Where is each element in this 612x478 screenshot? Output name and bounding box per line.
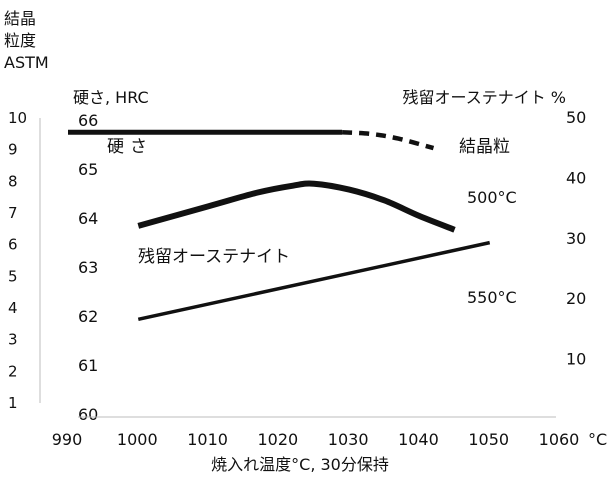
hardness-tick-label: 65 [78, 160, 98, 179]
x-tick-label: 1040 [398, 430, 439, 449]
hardness-axis: 60 61 62 63 64 65 66 [78, 111, 98, 424]
grain-tick-label: 1 [8, 394, 18, 412]
grain-tick-label: 7 [8, 204, 18, 222]
retained-austenite-tick-label: 50 [566, 108, 586, 127]
hardness-tick-label: 60 [78, 405, 98, 424]
grain-tick-label: 10 [8, 109, 27, 127]
hardness-tick-label: 66 [78, 111, 98, 130]
grain-tick-label: 4 [8, 299, 18, 317]
retained-austenite-axis-title: 残留オーステナイト % [403, 88, 567, 107]
hardness-axis-title: 硬さ, HRC [73, 88, 149, 107]
series-line-hardness [137, 180, 456, 233]
grain-tick-label: 3 [8, 331, 18, 349]
grain-tick-label: 6 [8, 236, 18, 254]
hardness-tick-label: 63 [78, 258, 98, 277]
x-tick-label: 990 [52, 430, 83, 449]
hardness-tick-label: 61 [78, 356, 98, 375]
hardness-tick-label: 62 [78, 307, 98, 326]
retained-austenite-tick-label: 10 [566, 350, 586, 369]
retained-austenite-tick-label: 20 [566, 289, 586, 308]
grain-tick-label: 2 [8, 362, 18, 380]
grain-tick-label: 9 [8, 141, 18, 159]
series-label-retained-austenite: 残留オーステナイト [138, 247, 290, 267]
series-line-retained-austenite [137, 240, 491, 322]
x-tick-label: 1060 [539, 430, 580, 449]
retained-austenite-tick-label: 40 [566, 168, 586, 187]
grain-axis-title-line-1: 結晶 [4, 9, 36, 28]
series-label-hardness: 硬さ [107, 137, 153, 157]
grain-axis: 1 2 3 4 5 6 7 8 9 10 [8, 109, 41, 412]
retained-austenite-axis: 10 20 30 40 50 [566, 108, 586, 369]
retained-austenite-tick-label: 30 [566, 229, 586, 248]
plot-area [68, 129, 491, 322]
x-tick-label: 1030 [328, 430, 369, 449]
x-axis: 990 1000 1010 1020 1030 1040 1050 1060 °C [52, 416, 607, 449]
x-tick-label: 1010 [187, 430, 228, 449]
series-line-grain-extrapolated [341, 130, 435, 151]
annotation-500c: 500°C [467, 188, 517, 207]
x-tick-label: 1050 [468, 430, 509, 449]
grain-axis-title-line-2: 粒度 [4, 31, 36, 50]
x-axis-unit: °C [588, 430, 607, 449]
series-label-grain: 結晶粒 [459, 137, 510, 157]
x-tick-label: 1020 [257, 430, 298, 449]
grain-axis-title-line-3: ASTM [4, 53, 49, 72]
x-axis-title: 焼入れ温度°C, 30分保持 [211, 455, 389, 474]
annotation-550c: 550°C [467, 288, 517, 307]
hardness-tick-label: 64 [78, 209, 98, 228]
grain-tick-label: 8 [8, 172, 18, 190]
grain-axis-title: 結晶 粒度 ASTM [4, 9, 49, 72]
x-tick-label: 1000 [117, 430, 158, 449]
grain-tick-label: 5 [8, 267, 18, 285]
